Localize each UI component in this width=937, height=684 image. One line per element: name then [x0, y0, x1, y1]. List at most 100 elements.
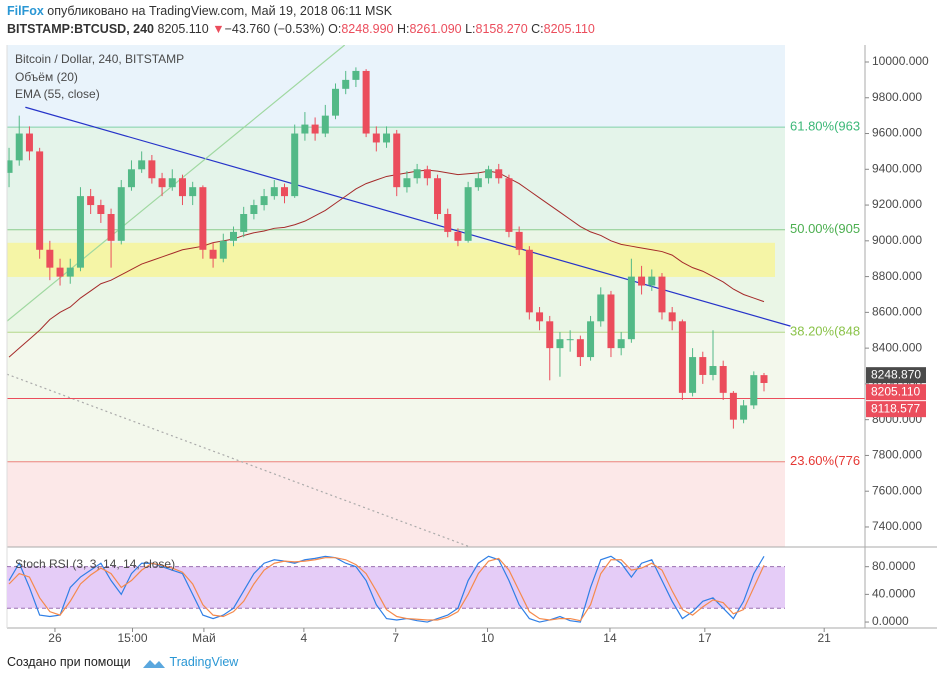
- brand[interactable]: TradingView: [169, 655, 239, 669]
- candle-body: [658, 276, 666, 313]
- candle-body: [219, 240, 227, 259]
- header-line: BITSTAMP:BTCUSD, 240 8205.110 ▼−43.760 (…: [7, 22, 595, 36]
- candle-body: [668, 312, 676, 322]
- candle-body: [556, 339, 564, 349]
- price-label-box: [866, 367, 926, 384]
- y-tick-label: 7800.000: [872, 448, 922, 462]
- ohlc-value: 8261.090: [409, 22, 462, 36]
- candle-body: [617, 339, 625, 349]
- y-tick-label: 40.0000: [872, 587, 916, 601]
- candle-body: [270, 187, 278, 197]
- candle-body: [434, 178, 442, 215]
- candle-body: [536, 312, 544, 322]
- candle-body: [648, 276, 656, 286]
- ohlc-value: 8158.270: [475, 22, 528, 36]
- candle-body: [56, 267, 64, 277]
- ohlc: O:8248.990 H:8261.090 L:8158.270 C:8205.…: [328, 22, 595, 36]
- footer: Создано при помощи TradingView: [7, 655, 238, 670]
- logo[interactable]: [142, 656, 166, 670]
- arrow: ▼: [212, 22, 225, 36]
- candle-body: [678, 321, 686, 393]
- candle-body: [148, 160, 156, 179]
- candle-body: [25, 133, 33, 152]
- y-tick-label: 0.0000: [872, 614, 909, 628]
- fib-label: 38.20%(848: [790, 324, 860, 339]
- candle-body: [209, 249, 217, 259]
- candle-body: [342, 79, 350, 89]
- candle-body: [46, 249, 54, 268]
- candle-body: [699, 357, 707, 375]
- x-tick-label: Май: [192, 631, 216, 645]
- candle-body: [66, 267, 74, 277]
- x-tick-label: 17: [698, 631, 712, 645]
- candle-body: [719, 366, 727, 393]
- candle-body: [178, 178, 186, 197]
- ohlc-label: O:: [328, 22, 342, 36]
- y-tick-label: 7400.000: [872, 519, 922, 533]
- y-tick-label: 8400.000: [872, 340, 922, 354]
- trendline: [7, 373, 471, 547]
- zone: [7, 242, 775, 277]
- candle-body: [240, 214, 248, 232]
- fib-band: [7, 461, 785, 547]
- candle-body: [372, 133, 380, 143]
- main-pane: 61.80%(963 50.00%(905 38.20%(848 23.60%(776: [7, 45, 865, 547]
- candle-body: [638, 276, 646, 286]
- candle-body: [597, 294, 605, 322]
- ohlc-label: C:: [531, 22, 544, 36]
- x-tick-label: 21: [818, 631, 832, 645]
- candle-body: [311, 124, 319, 134]
- y-tick-label: 7600.000: [872, 483, 922, 497]
- candle-body: [260, 196, 268, 206]
- candle-body: [566, 339, 574, 341]
- candle-body: [576, 339, 584, 358]
- x-tick-label: 15:00: [117, 631, 147, 645]
- ohlc-value: 8205.110: [543, 22, 595, 36]
- price-label: 8248.870: [871, 367, 921, 381]
- candle-body: [362, 70, 370, 134]
- y-tick-label: 8600.000: [872, 305, 922, 319]
- candle-body: [505, 178, 513, 232]
- y-tick-label: 9600.000: [872, 126, 922, 140]
- candle-body: [15, 133, 23, 161]
- candle-body: [250, 205, 258, 215]
- candle-body: [525, 249, 533, 313]
- change: −43.760 (−0.53%): [224, 22, 325, 36]
- candle-body: [760, 375, 768, 383]
- candle-body: [607, 294, 615, 349]
- candle-body: [546, 321, 554, 349]
- stoch-line: [8, 557, 765, 622]
- y-tick-label: 9800.000: [872, 90, 922, 104]
- candle-body: [383, 133, 391, 143]
- author[interactable]: FilFox: [7, 4, 44, 18]
- fib-label: 23.60%(776: [790, 453, 860, 468]
- candle-body: [117, 187, 125, 241]
- candle-body: [750, 375, 758, 406]
- candle-body: [199, 187, 207, 250]
- candle-body: [495, 169, 503, 179]
- candle-body: [627, 276, 635, 340]
- fib-band: [7, 332, 785, 462]
- candle-body: [403, 178, 411, 188]
- price-label-box: [866, 401, 926, 418]
- symbol: BITSTAMP:BTCUSD, 240: [7, 22, 155, 36]
- candle-body: [485, 169, 493, 179]
- stoch-line: [8, 555, 765, 623]
- candle-body: [444, 214, 452, 232]
- y-tick-label: 80.0000: [872, 559, 916, 573]
- stoch-band: [7, 566, 785, 609]
- ema-line: [8, 169, 765, 358]
- candle-body: [709, 366, 717, 375]
- candle-body: [740, 405, 748, 420]
- candle-body: [587, 321, 595, 358]
- header-line: FilFox опубликовано на TradingView.com, …: [7, 4, 392, 18]
- price-label: 8205.110: [871, 384, 920, 398]
- last: 8205.110: [157, 22, 209, 36]
- candle-body: [36, 151, 44, 250]
- indicator-label: EMA (55, close): [15, 87, 100, 101]
- candle-body: [280, 187, 288, 197]
- candle-body: [7, 160, 13, 173]
- candle-body: [87, 196, 95, 206]
